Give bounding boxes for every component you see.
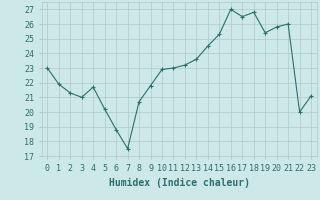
X-axis label: Humidex (Indice chaleur): Humidex (Indice chaleur) bbox=[109, 178, 250, 188]
